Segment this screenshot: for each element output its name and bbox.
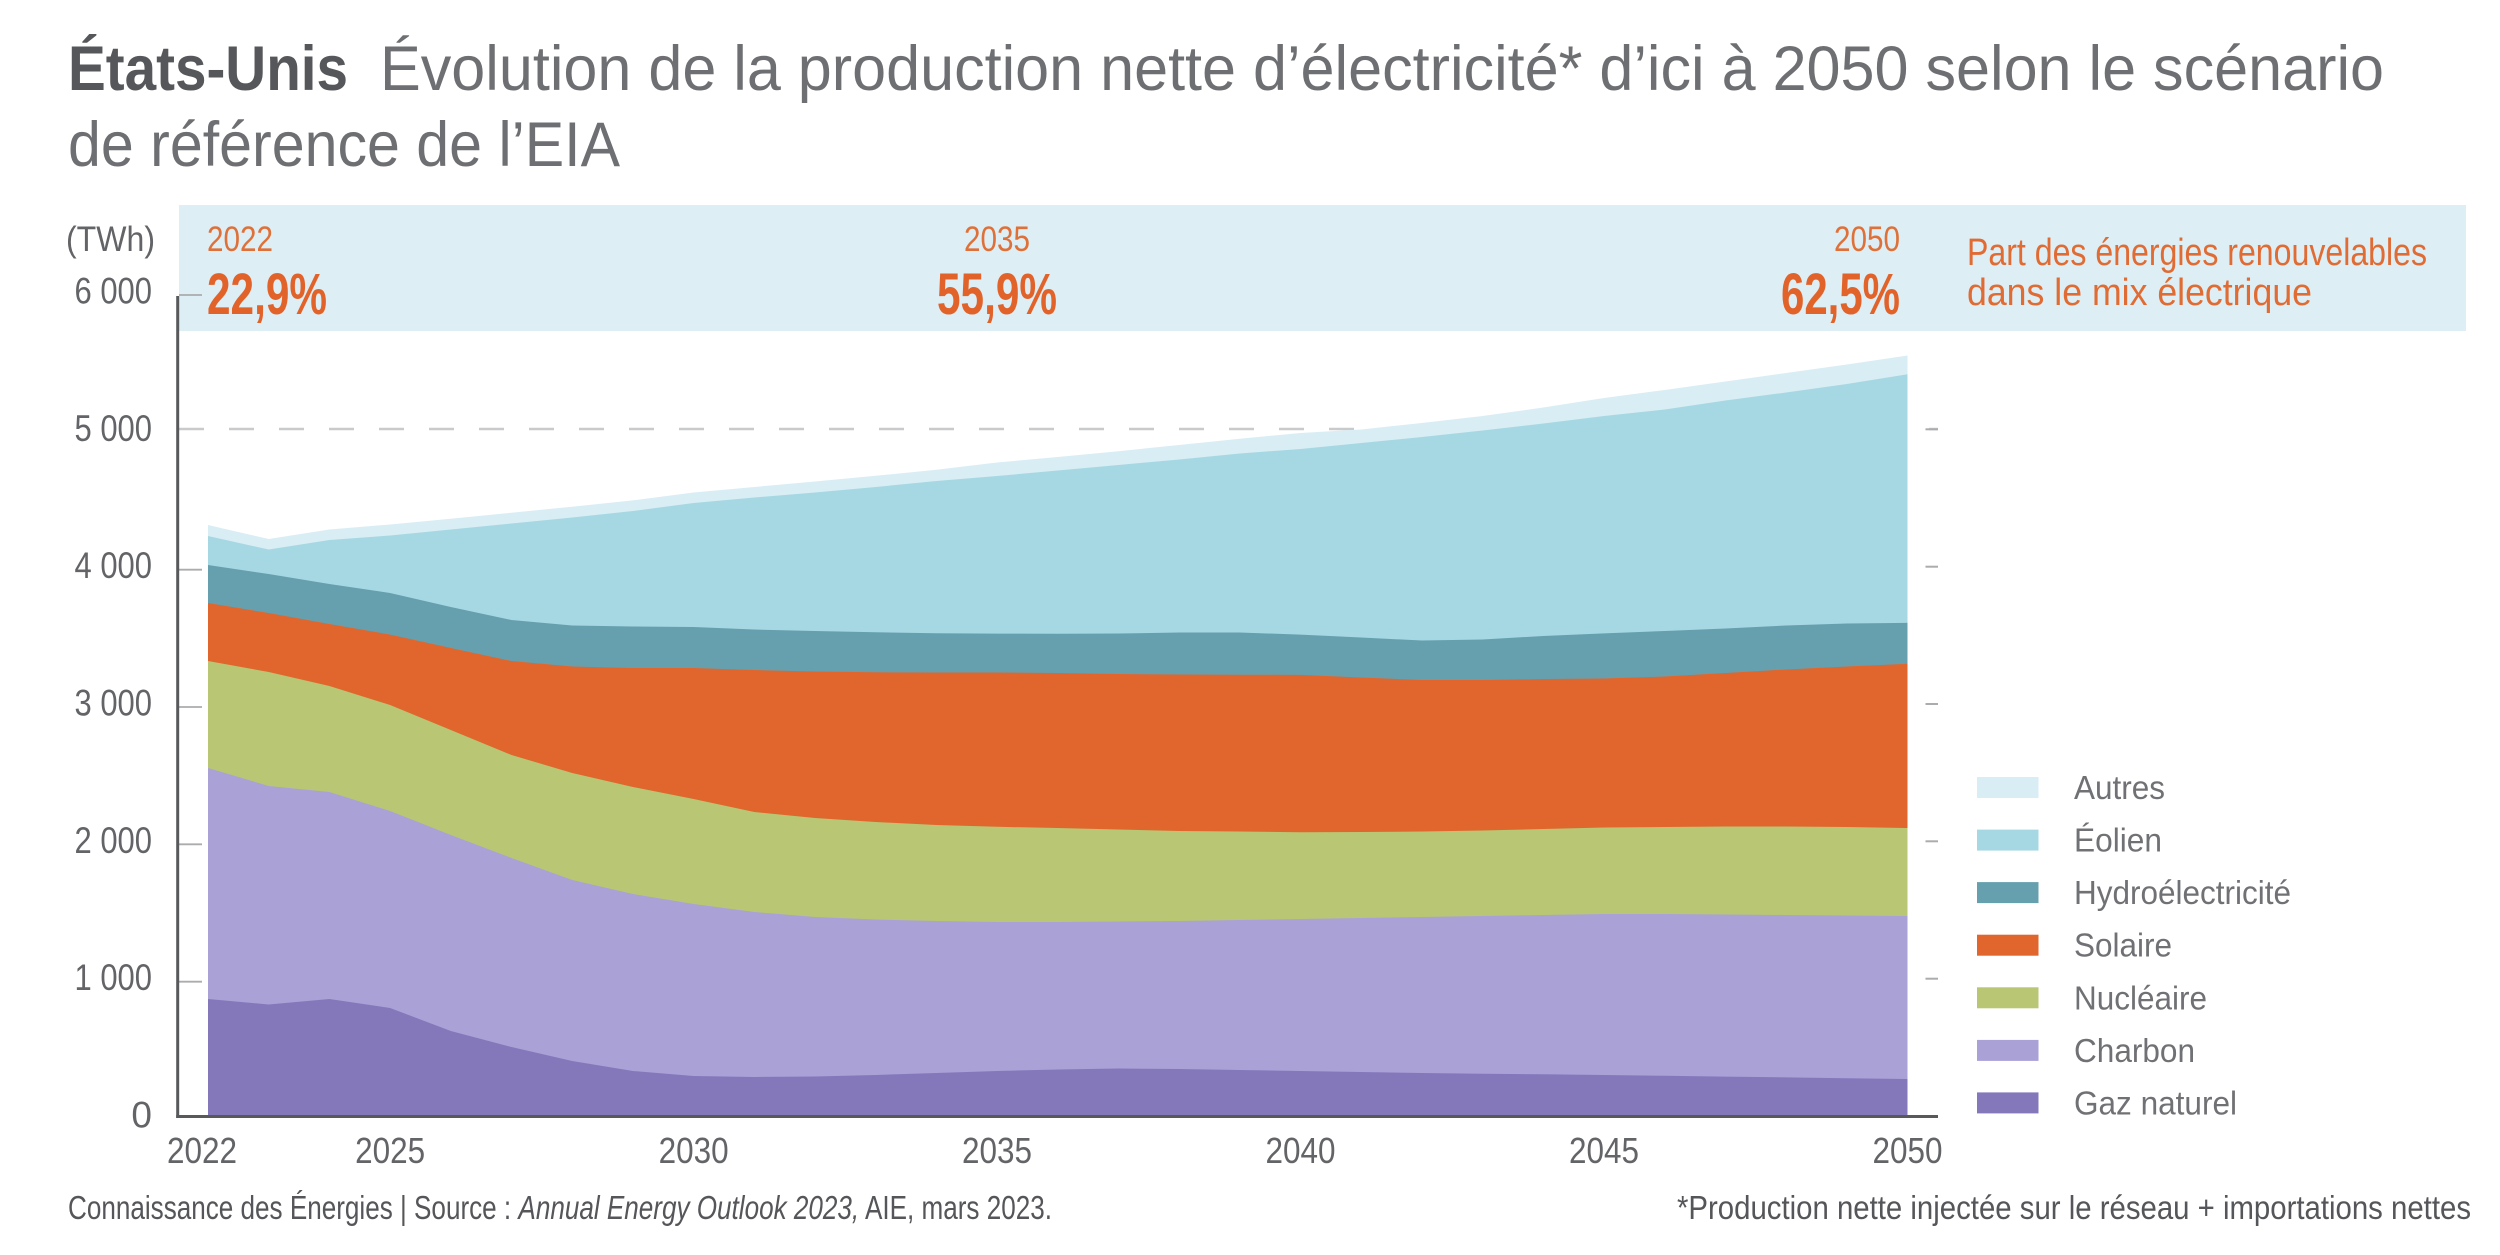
svg-text:2022: 2022 [167, 1130, 237, 1171]
svg-text:États-Unis: États-Unis [68, 34, 348, 104]
svg-text:5 000: 5 000 [75, 408, 153, 449]
svg-text:4 000: 4 000 [75, 545, 153, 586]
svg-text:2022: 2022 [207, 220, 273, 259]
svg-text:62,5%: 62,5% [1781, 262, 1900, 327]
svg-text:Connaissance des Énergies | So: Connaissance des Énergies | Source : Ann… [68, 1189, 1052, 1226]
svg-text:*Production nette injectée sur: *Production nette injectée sur le réseau… [1677, 1189, 2471, 1226]
svg-text:Gaz naturel: Gaz naturel [2074, 1084, 2237, 1121]
svg-text:2025: 2025 [355, 1130, 425, 1171]
svg-text:55,9%: 55,9% [937, 262, 1057, 327]
svg-text:Hydroélectricité: Hydroélectricité [2074, 874, 2291, 911]
svg-text:Autres: Autres [2074, 769, 2165, 806]
svg-text:dans le mix électrique: dans le mix électrique [1967, 272, 2312, 314]
svg-text:Évolution de la production net: Évolution de la production nette d’élect… [380, 34, 2384, 104]
svg-text:0: 0 [131, 1095, 152, 1136]
svg-text:Nucléaire: Nucléaire [2074, 979, 2207, 1016]
svg-text:2050: 2050 [1873, 1130, 1943, 1171]
svg-text:1 000: 1 000 [75, 957, 153, 998]
svg-text:2035: 2035 [964, 220, 1030, 259]
svg-text:2035: 2035 [962, 1130, 1032, 1171]
svg-text:2040: 2040 [1266, 1130, 1336, 1171]
svg-text:3 000: 3 000 [75, 683, 153, 724]
svg-text:de référence de l’EIA: de référence de l’EIA [68, 110, 620, 180]
svg-text:2 000: 2 000 [75, 820, 153, 861]
svg-text:6 000: 6 000 [75, 271, 153, 312]
svg-text:2050: 2050 [1834, 220, 1900, 259]
svg-text:(TWh): (TWh) [66, 220, 155, 259]
svg-text:2030: 2030 [659, 1130, 729, 1171]
svg-text:Part des énergies renouvelable: Part des énergies renouvelables [1967, 232, 2427, 274]
svg-text:Éolien: Éolien [2074, 822, 2162, 859]
svg-text:22,9%: 22,9% [207, 262, 327, 327]
svg-text:Charbon: Charbon [2074, 1032, 2195, 1069]
svg-text:Solaire: Solaire [2074, 927, 2172, 964]
svg-text:2045: 2045 [1569, 1130, 1639, 1171]
